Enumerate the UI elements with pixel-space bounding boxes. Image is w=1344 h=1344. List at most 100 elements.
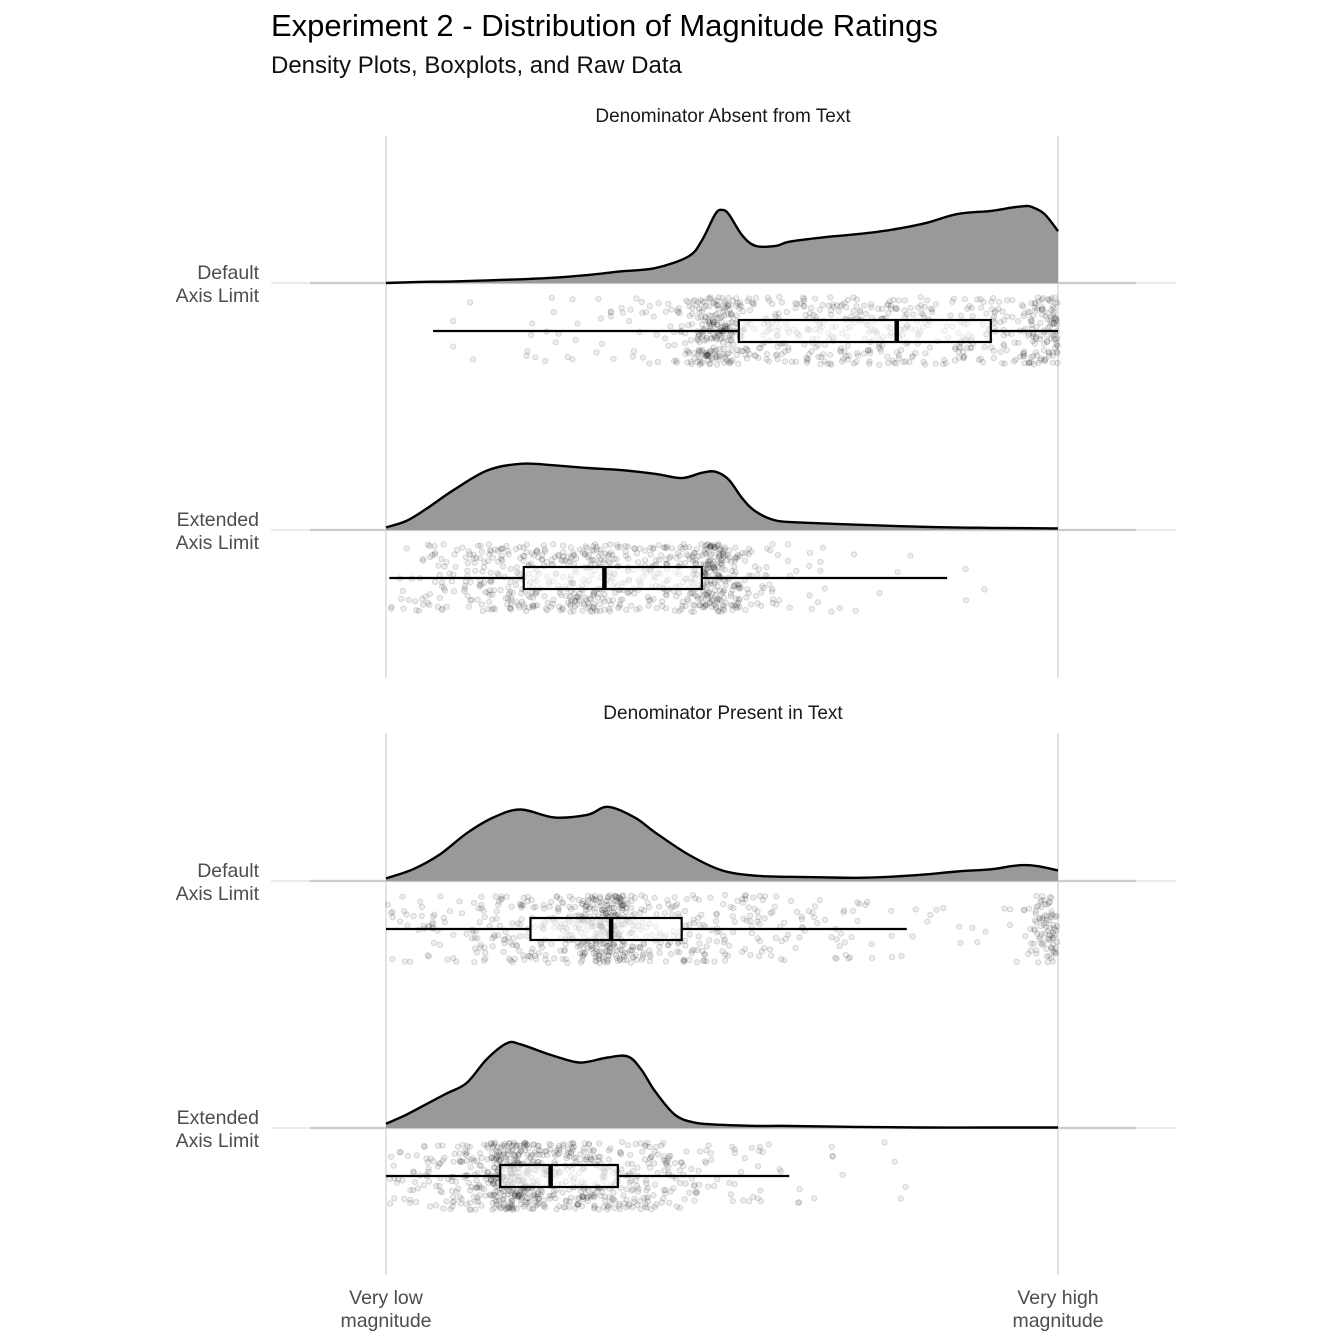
data-point: [412, 1199, 420, 1206]
data-point: [733, 595, 740, 602]
data-point: [696, 354, 704, 361]
data-point: [969, 924, 976, 931]
data-point: [453, 1188, 460, 1195]
data-point: [581, 949, 589, 957]
data-point: [620, 892, 627, 899]
data-point: [702, 352, 709, 360]
data-point: [493, 915, 500, 922]
data-point: [688, 608, 695, 615]
data-point: [713, 542, 721, 550]
data-point: [651, 1148, 658, 1155]
data-point: [508, 1198, 515, 1205]
data-point: [600, 958, 608, 966]
data-point: [1045, 899, 1053, 906]
data-point: [587, 607, 594, 615]
data-point: [909, 353, 916, 361]
data-point: [1033, 307, 1041, 314]
data-point: [622, 542, 629, 550]
data-point: [1036, 335, 1044, 343]
data-point: [892, 306, 900, 313]
data-point: [774, 343, 781, 350]
data-point: [691, 549, 699, 557]
data-point: [810, 914, 818, 921]
data-point: [895, 355, 902, 362]
data-point: [695, 331, 703, 339]
y-axis-label: Extended Axis Limit: [176, 1107, 260, 1152]
data-point: [695, 348, 702, 356]
data-point: [703, 336, 710, 343]
data-point: [690, 1182, 697, 1189]
data-point: [715, 596, 723, 603]
data-point: [591, 1192, 598, 1200]
data-point: [418, 903, 425, 911]
data-point: [623, 956, 630, 964]
data-point: [827, 311, 835, 318]
data-point: [571, 552, 578, 559]
data-point: [591, 1154, 598, 1161]
data-point: [737, 347, 744, 354]
data-point: [727, 336, 734, 344]
data-point: [463, 1158, 470, 1165]
data-point: [720, 901, 727, 908]
data-point: [490, 605, 497, 612]
data-point: [1046, 937, 1054, 944]
data-point: [817, 558, 824, 565]
data-point: [1038, 903, 1045, 911]
data-point: [617, 896, 624, 903]
data-point: [688, 949, 695, 957]
data-point: [580, 945, 587, 952]
data-point: [643, 1180, 650, 1187]
data-point: [666, 554, 673, 562]
data-point: [561, 557, 569, 565]
data-point: [505, 1204, 512, 1211]
data-point: [507, 957, 514, 964]
data-point: [685, 322, 692, 329]
data-point: [464, 1143, 471, 1150]
data-point: [761, 915, 768, 922]
data-point: [672, 902, 679, 910]
data-point: [619, 309, 627, 316]
data-point: [705, 564, 712, 571]
data-point: [691, 602, 698, 609]
data-point: [610, 897, 618, 904]
data-point: [601, 598, 608, 605]
data-point: [1010, 358, 1018, 365]
data-point: [425, 1165, 432, 1172]
data-point: [719, 602, 726, 609]
data-point: [962, 597, 970, 604]
data-point: [721, 566, 728, 573]
data-point: [1041, 340, 1048, 347]
data-point: [748, 930, 755, 937]
data-point: [530, 1205, 537, 1212]
data-point: [509, 920, 516, 927]
data-point: [584, 892, 592, 900]
data-point: [553, 893, 560, 900]
data-point: [755, 354, 762, 361]
data-point: [1048, 335, 1055, 342]
data-point: [699, 308, 706, 315]
data-point: [505, 1147, 512, 1154]
data-point: [576, 546, 584, 553]
data-point: [601, 1197, 609, 1205]
data-point: [384, 901, 392, 908]
data-point: [541, 546, 548, 553]
data-point: [669, 911, 676, 918]
data-point: [739, 549, 746, 557]
data-point: [698, 595, 705, 602]
data-point: [629, 943, 637, 951]
data-point: [533, 1202, 540, 1209]
data-point: [626, 1179, 633, 1186]
data-point: [815, 353, 822, 361]
data-point: [1018, 301, 1026, 309]
data-point: [786, 604, 793, 611]
data-point: [584, 604, 592, 612]
data-point: [478, 1154, 485, 1162]
data-point: [599, 954, 606, 961]
data-point: [721, 936, 729, 944]
data-point: [711, 299, 718, 306]
data-point: [618, 942, 626, 949]
data-point: [929, 306, 936, 313]
data-point: [544, 606, 551, 614]
data-point: [451, 551, 458, 558]
data-point: [734, 581, 741, 588]
